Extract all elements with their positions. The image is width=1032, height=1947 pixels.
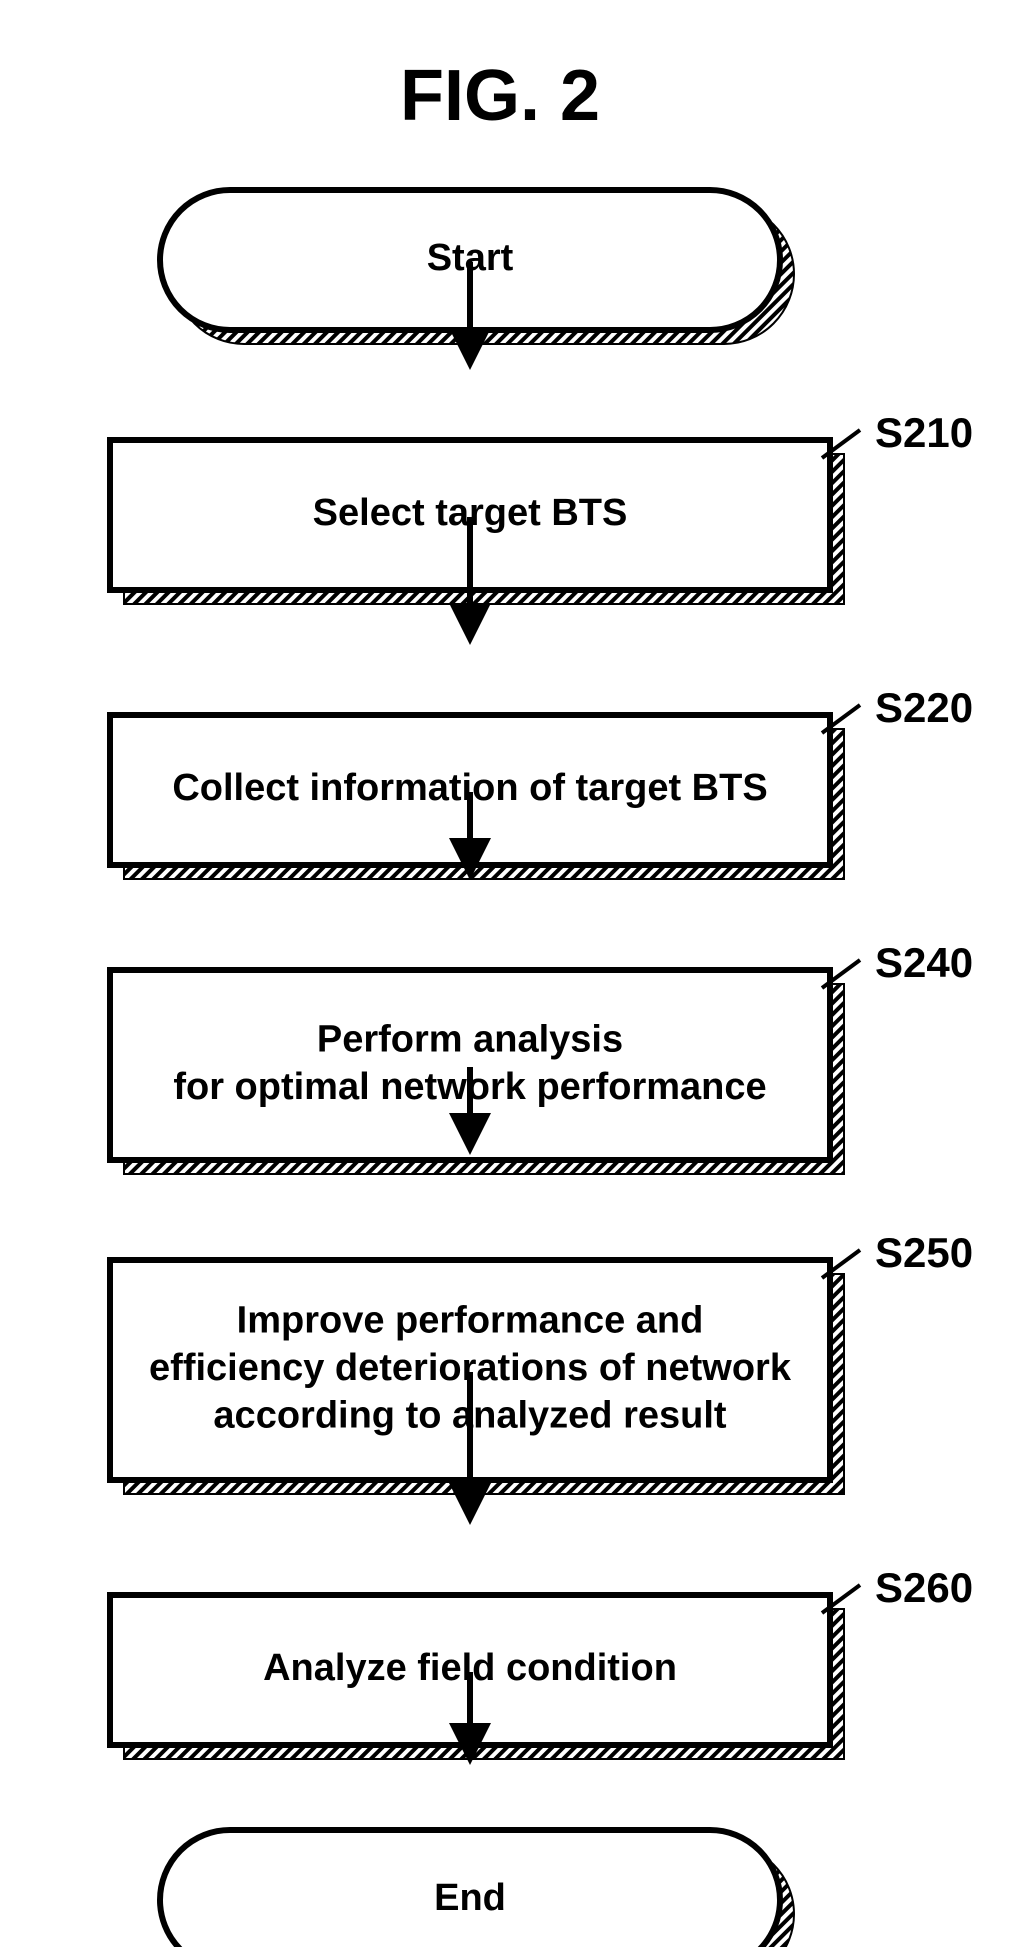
label-s220: S220: [875, 684, 973, 731]
node-s260: Analyze field conditionS260: [110, 1564, 973, 1759]
node-start: Start: [160, 190, 794, 344]
node-s210: Select target BTSS210: [110, 409, 973, 604]
node-end-text-0: End: [434, 1877, 506, 1919]
node-s250: Improve performance andefficiency deteri…: [110, 1229, 973, 1494]
label-s260: S260: [875, 1564, 973, 1611]
node-s240-text-0: Perform analysis: [317, 1018, 623, 1060]
label-s240: S240: [875, 939, 973, 986]
label-s210: S210: [875, 409, 973, 456]
node-end: End: [160, 1830, 794, 1947]
node-s250-text-0: Improve performance and: [237, 1300, 704, 1342]
label-s250: S250: [875, 1229, 973, 1276]
flowchart: Start Select target BTSS210 Collect inform…: [0, 0, 1032, 1947]
node-s220: Collect information of target BTSS220: [110, 684, 973, 879]
figure-title: FIG. 2: [400, 56, 600, 136]
node-s240: Perform analysisfor optimal network perf…: [110, 939, 973, 1174]
